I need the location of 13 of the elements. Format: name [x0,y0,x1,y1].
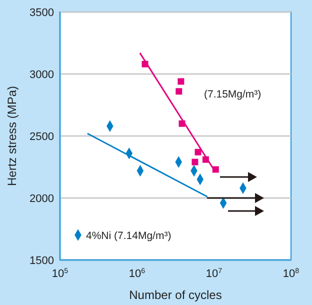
y-axis-title: Hertz stress (MPa) [5,86,19,186]
y-tick-label: 2000 [30,193,54,205]
y-tick-label: 1500 [30,255,54,267]
y-tick-label: 3500 [30,7,54,19]
x-tick-label: 10$^{7}$ [206,267,222,280]
y-tick-label: 2500 [30,131,54,143]
y-tick-label: 3000 [30,69,54,81]
series-label: (7.15Mg/m³) [204,88,262,101]
x-tick-label: 10$^{8}$ [282,267,300,280]
x-tick-label: 10$^{5}$ [52,267,68,280]
legend-label: 4%Ni (7.14Mg/m³) [86,230,172,242]
x-tick-label: 10$^{6}$ [128,267,146,280]
x-axis-title: Number of cycles [129,288,222,302]
